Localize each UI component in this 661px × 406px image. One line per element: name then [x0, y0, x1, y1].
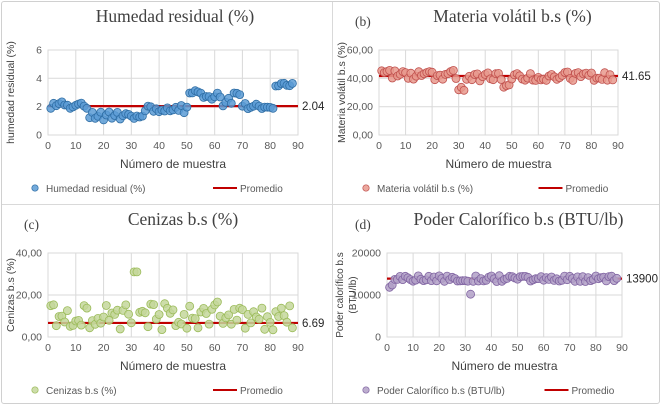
svg-text:80: 80 — [264, 140, 276, 152]
svg-text:(BTU/lb): (BTU/lb) — [348, 276, 359, 313]
svg-text:40,00: 40,00 — [347, 73, 373, 85]
svg-text:20: 20 — [98, 140, 110, 152]
svg-text:Poder calorífico b.s: Poder calorífico b.s — [335, 252, 346, 338]
svg-text:20: 20 — [98, 342, 110, 354]
svg-text:10: 10 — [70, 342, 82, 354]
svg-text:0,00: 0,00 — [353, 130, 374, 142]
svg-text:Número de muestra: Número de muestra — [120, 359, 226, 373]
svg-text:70: 70 — [564, 342, 576, 354]
svg-text:Número de muestra: Número de muestra — [445, 157, 551, 171]
svg-text:(d): (d) — [355, 217, 371, 232]
svg-text:Humedad residual (%): Humedad residual (%) — [46, 184, 146, 195]
svg-text:80: 80 — [264, 342, 276, 354]
svg-text:90: 90 — [292, 342, 304, 354]
svg-text:30: 30 — [459, 342, 471, 354]
svg-text:90: 90 — [292, 140, 304, 152]
svg-text:Promedio: Promedio — [240, 184, 283, 195]
svg-text:20,00: 20,00 — [16, 290, 42, 302]
svg-text:10: 10 — [70, 140, 82, 152]
svg-text:0,00: 0,00 — [22, 332, 43, 344]
svg-text:Materia volátil b.s (%): Materia volátil b.s (%) — [433, 6, 592, 26]
svg-text:50: 50 — [512, 342, 524, 354]
svg-text:6.69: 6.69 — [302, 318, 324, 330]
svg-text:50: 50 — [181, 342, 193, 354]
svg-text:70: 70 — [559, 140, 571, 152]
svg-text:0: 0 — [45, 140, 51, 152]
svg-text:20: 20 — [433, 342, 445, 354]
svg-text:60: 60 — [532, 140, 544, 152]
svg-text:Poder Calorífico b.s (BTU/lb): Poder Calorífico b.s (BTU/lb) — [414, 209, 624, 229]
svg-text:Número de muestra: Número de muestra — [120, 157, 226, 171]
svg-text:70: 70 — [237, 342, 249, 354]
svg-text:60: 60 — [209, 140, 221, 152]
svg-text:(b): (b) — [355, 14, 371, 29]
svg-text:50: 50 — [181, 140, 193, 152]
svg-text:10: 10 — [407, 342, 419, 354]
svg-text:10: 10 — [400, 140, 412, 152]
svg-text:(c): (c) — [24, 217, 39, 232]
svg-text:30: 30 — [125, 342, 137, 354]
svg-text:80: 80 — [590, 342, 602, 354]
svg-text:humedad residual (%): humedad residual (%) — [5, 41, 17, 144]
svg-text:90: 90 — [616, 342, 628, 354]
svg-text:40: 40 — [486, 342, 498, 354]
svg-text:0: 0 — [375, 332, 381, 344]
svg-text:4: 4 — [36, 73, 42, 85]
svg-text:Cenizas b.s (%): Cenizas b.s (%) — [46, 386, 117, 397]
svg-text:0: 0 — [36, 130, 42, 142]
svg-text:30: 30 — [453, 140, 465, 152]
svg-text:90: 90 — [612, 140, 624, 152]
svg-text:Cenizas b.s (%): Cenizas b.s (%) — [5, 258, 17, 332]
svg-text:80: 80 — [586, 140, 598, 152]
svg-text:20000: 20000 — [352, 248, 381, 260]
svg-text:Cenizas b.s (%): Cenizas b.s (%) — [128, 209, 238, 229]
svg-text:Promedio: Promedio — [566, 184, 609, 195]
svg-text:Poder Calorífico b.s (BTU/lb): Poder Calorífico b.s (BTU/lb) — [377, 386, 505, 397]
svg-text:6: 6 — [36, 45, 42, 57]
svg-text:2.04: 2.04 — [302, 101, 325, 113]
svg-text:0: 0 — [384, 342, 390, 354]
svg-text:40: 40 — [479, 140, 491, 152]
svg-text:Materia volátil b.s (%): Materia volátil b.s (%) — [377, 184, 473, 195]
svg-text:40: 40 — [153, 342, 165, 354]
svg-text:13900: 13900 — [626, 274, 658, 286]
svg-text:Promedio: Promedio — [240, 386, 283, 397]
svg-text:Promedio: Promedio — [572, 386, 615, 397]
svg-text:0: 0 — [376, 140, 382, 152]
svg-text:2: 2 — [36, 101, 42, 113]
svg-text:40,00: 40,00 — [16, 248, 42, 260]
svg-text:30: 30 — [125, 140, 137, 152]
svg-text:50: 50 — [506, 140, 518, 152]
svg-text:20: 20 — [426, 140, 438, 152]
svg-text:70: 70 — [237, 140, 249, 152]
svg-text:41.65: 41.65 — [622, 71, 651, 83]
svg-text:Humedad residual (%): Humedad residual (%) — [96, 6, 255, 26]
svg-text:40: 40 — [153, 140, 165, 152]
svg-text:Materia volátil b.s (%): Materia volátil b.s (%) — [336, 42, 348, 143]
svg-text:20,00: 20,00 — [347, 101, 373, 113]
svg-text:60,00: 60,00 — [347, 45, 373, 57]
svg-text:Número de muestra: Número de muestra — [451, 359, 557, 373]
svg-text:60: 60 — [209, 342, 221, 354]
svg-text:60: 60 — [538, 342, 550, 354]
svg-text:0: 0 — [45, 342, 51, 354]
